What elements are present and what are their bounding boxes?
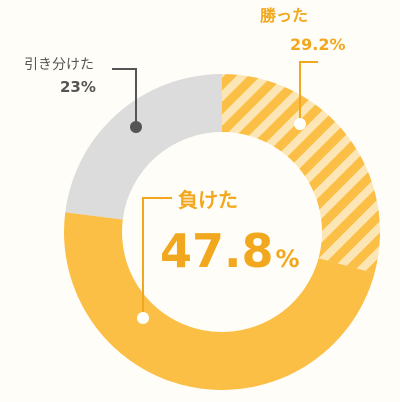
label-won-name: 勝った bbox=[260, 6, 309, 25]
slice-lost bbox=[64, 212, 375, 391]
leader-lost bbox=[142, 197, 172, 318]
label-won-value: 29.2% bbox=[290, 35, 346, 54]
callout-dot-lost bbox=[137, 312, 149, 324]
slice-won bbox=[222, 74, 380, 274]
label-lost-value: 47.8% bbox=[160, 228, 300, 274]
callout-dot-won bbox=[294, 118, 306, 130]
slice-draw bbox=[65, 74, 222, 220]
label-lost-name: 負けた bbox=[178, 188, 238, 212]
label-lost-unit: % bbox=[275, 245, 300, 273]
label-lost-number: 47.8 bbox=[160, 224, 274, 278]
callout-dot-draw bbox=[130, 121, 142, 133]
label-draw-value: 23% bbox=[60, 78, 96, 96]
leader-won bbox=[299, 61, 318, 124]
label-draw-name: 引き分けた bbox=[24, 57, 94, 73]
leader-draw bbox=[112, 68, 137, 127]
